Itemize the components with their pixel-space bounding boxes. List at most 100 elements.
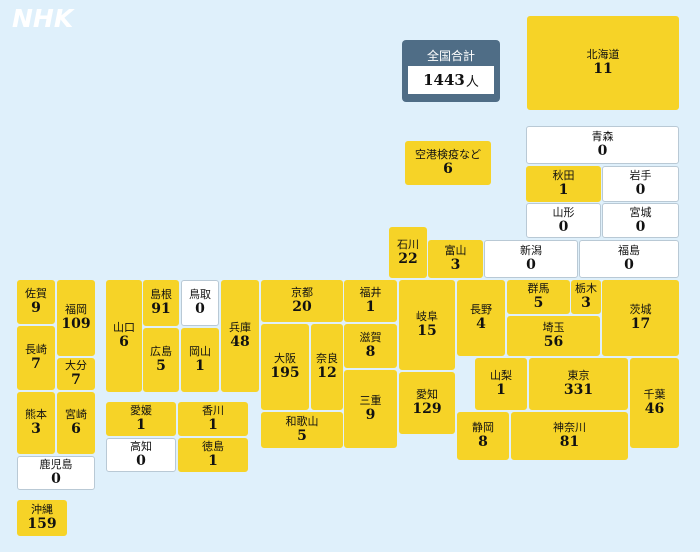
prefecture-cell-okinawa[interactable]: 沖縄 159 [17,500,67,536]
prefecture-cell-kagawa[interactable]: 香川 1 [178,402,248,436]
prefecture-name: 佐賀 [25,287,47,300]
prefecture-cell-yamagata[interactable]: 山形 0 [526,203,601,238]
prefecture-cell-shimane[interactable]: 島根 91 [143,280,179,326]
prefecture-cell-nagasaki[interactable]: 長崎 7 [17,326,55,390]
prefecture-count: 9 [31,300,41,316]
prefecture-name: 福岡 [65,303,87,316]
prefecture-cell-ibaraki[interactable]: 茨城 17 [602,280,679,356]
prefecture-cell-akita[interactable]: 秋田 1 [526,166,601,202]
prefecture-name: 石川 [397,237,419,251]
prefecture-count: 56 [543,334,564,350]
prefecture-count: 1 [136,417,146,433]
prefecture-cell-nagano[interactable]: 長野 4 [457,280,505,356]
prefecture-count: 331 [563,382,594,398]
prefecture-name: 栃木 [575,282,597,295]
airport-quarantine-count: 6 [443,161,453,177]
prefecture-cell-toyama[interactable]: 富山 3 [428,240,483,278]
prefecture-cell-aichi[interactable]: 愛知 129 [399,372,455,434]
prefecture-count: 3 [31,421,41,437]
prefecture-count: 1 [208,417,218,433]
prefecture-name: 長野 [470,303,492,316]
prefecture-name: 鳥取 [189,288,211,301]
prefecture-cell-fukuoka[interactable]: 福岡 109 [57,280,95,356]
prefecture-name: 群馬 [527,282,550,295]
prefecture-cell-oita[interactable]: 大分 7 [57,358,95,390]
prefecture-cell-kanagawa[interactable]: 神奈川 81 [511,412,628,460]
prefecture-count: 159 [27,516,57,532]
prefecture-cell-hyogo[interactable]: 兵庫 48 [221,280,259,392]
prefecture-count: 7 [71,372,81,388]
prefecture-count: 0 [136,453,146,469]
prefecture-count: 1 [365,299,376,315]
prefecture-cell-niigata[interactable]: 新潟 0 [484,240,578,278]
prefecture-name: 京都 [291,286,313,299]
prefecture-name: 島根 [150,288,172,301]
prefecture-count: 15 [417,323,437,339]
prefecture-count: 9 [365,407,376,423]
prefecture-name: 北海道 [586,48,620,61]
prefecture-name: 鹿児島 [39,458,73,471]
prefecture-name: 沖縄 [31,503,53,516]
prefecture-count: 8 [365,344,376,360]
nhk-logo: NHK [12,4,75,32]
prefecture-cell-ehime[interactable]: 愛媛 1 [106,402,176,436]
prefecture-name: 静岡 [472,421,494,434]
airport-quarantine-name: 空港検疫など [415,148,481,161]
prefecture-name: 長崎 [25,343,47,356]
prefecture-cell-tokyo[interactable]: 東京 331 [529,358,628,410]
airport-quarantine-cell[interactable]: 空港検疫など 6 [405,141,491,185]
prefecture-cell-shizuoka[interactable]: 静岡 8 [457,412,509,460]
prefecture-cell-iwate[interactable]: 岩手 0 [602,166,679,202]
prefecture-count: 5 [297,428,307,444]
prefecture-cell-chiba[interactable]: 千葉 46 [630,358,679,448]
prefecture-cell-aomori[interactable]: 青森 0 [526,126,679,164]
prefecture-cell-wakayama[interactable]: 和歌山 5 [261,412,343,448]
prefecture-count: 5 [533,295,544,311]
prefecture-count: 195 [270,365,300,381]
prefecture-cell-miyazaki[interactable]: 宮崎 6 [57,392,95,454]
prefecture-cell-gifu[interactable]: 岐阜 15 [399,280,455,370]
prefecture-name: 茨城 [629,303,652,316]
prefecture-name: 愛知 [416,388,438,401]
prefecture-cell-yamanashi[interactable]: 山梨 1 [475,358,527,410]
prefecture-cell-kochi[interactable]: 高知 0 [106,438,176,472]
prefecture-cell-okayama[interactable]: 岡山 1 [181,328,219,392]
prefecture-cell-kagoshima[interactable]: 鹿児島 0 [17,456,95,490]
prefecture-count: 0 [635,218,646,235]
prefecture-name: 山梨 [490,369,512,382]
prefecture-cell-osaka[interactable]: 大阪 195 [261,324,309,410]
prefecture-cell-saga[interactable]: 佐賀 9 [17,280,55,324]
prefecture-cell-fukui[interactable]: 福井 1 [344,280,397,322]
prefecture-count: 20 [292,299,312,315]
prefecture-count: 0 [558,218,569,235]
prefecture-cell-ishikawa[interactable]: 石川 22 [389,227,427,278]
prefecture-cell-shiga[interactable]: 滋賀 8 [344,324,397,368]
prefecture-cell-nara[interactable]: 奈良 12 [311,324,343,410]
prefecture-cell-gunma[interactable]: 群馬 5 [507,280,570,314]
prefecture-name: 山口 [113,321,135,334]
prefecture-cell-yamaguchi[interactable]: 山口 6 [106,280,142,392]
prefecture-cell-tokushima[interactable]: 徳島 1 [178,438,248,472]
prefecture-count: 22 [398,250,418,267]
prefecture-name: 青森 [591,130,614,143]
prefecture-cell-hiroshima[interactable]: 広島 5 [143,328,179,392]
prefecture-cell-kumamoto[interactable]: 熊本 3 [17,392,55,454]
prefecture-name: 奈良 [316,352,338,365]
prefecture-cell-mie[interactable]: 三重 9 [344,370,397,448]
prefecture-cell-saitama[interactable]: 埼玉 56 [507,316,600,356]
prefecture-name: 大阪 [274,352,296,365]
prefecture-count: 3 [450,257,461,273]
prefecture-cell-fukushima[interactable]: 福島 0 [579,240,679,278]
prefecture-name: 愛媛 [130,404,152,417]
prefecture-name: 高知 [130,440,152,453]
prefecture-cell-hokkaido[interactable]: 北海道 11 [527,16,679,110]
prefecture-count: 48 [230,334,250,350]
prefecture-cell-tottori[interactable]: 鳥取 0 [181,280,219,326]
prefecture-count: 0 [597,143,608,159]
prefecture-cell-tochigi[interactable]: 栃木 3 [571,280,601,314]
prefecture-cell-miyagi[interactable]: 宮城 0 [602,203,679,238]
prefecture-cell-kyoto[interactable]: 京都 20 [261,280,343,322]
prefecture-name: 岐阜 [416,310,438,323]
prefecture-count: 109 [61,316,91,332]
prefecture-name: 千葉 [643,388,666,401]
